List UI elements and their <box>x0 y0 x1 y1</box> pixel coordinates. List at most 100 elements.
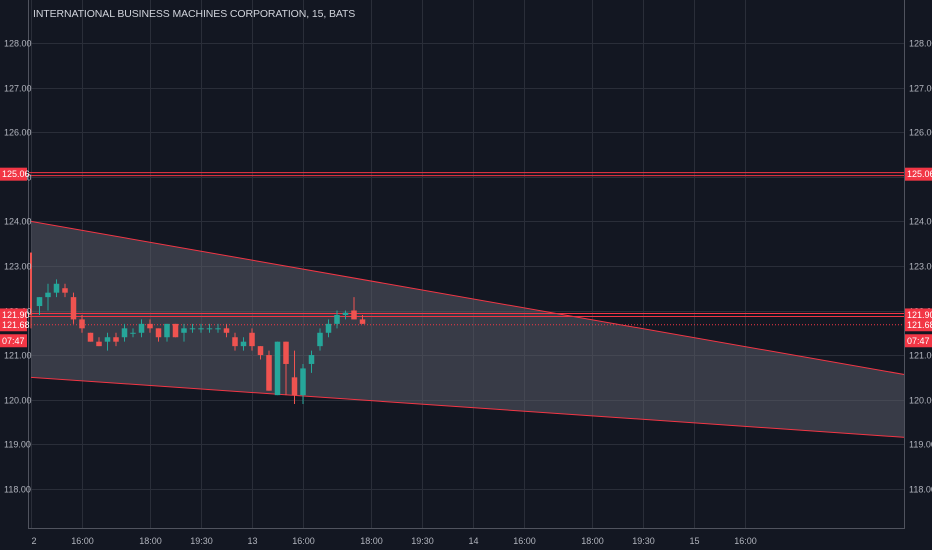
candle-body[interactable] <box>62 288 68 293</box>
candle-body[interactable] <box>198 328 204 330</box>
candle-body[interactable] <box>274 341 281 396</box>
candle-body[interactable] <box>45 292 51 298</box>
candle-body[interactable] <box>291 377 298 396</box>
price-tick-label-left: 120.00 <box>4 396 32 406</box>
horizontal-lines <box>28 172 904 326</box>
candle-body[interactable] <box>70 297 77 320</box>
line-price-badge-text: 125.06 <box>907 169 932 179</box>
line-price-badge-left <box>0 308 27 322</box>
time-tick-label: 18:00 <box>581 536 604 546</box>
price-tick-label-right: 118.00 <box>909 485 932 495</box>
candles <box>30 252 366 405</box>
candle-body[interactable] <box>96 341 102 347</box>
countdown-badge-left <box>0 334 27 348</box>
candle-body[interactable] <box>351 310 357 320</box>
countdown-badge-text: 07:47 <box>907 336 930 346</box>
price-tick-label-right: 120.00 <box>909 396 932 406</box>
price-axis[interactable]: 128.00 128.00 127.00 127.00 126.00 126.00 125.… <box>4 39 932 495</box>
candle-body[interactable] <box>240 341 247 347</box>
candle-body[interactable] <box>223 328 230 333</box>
candle-body[interactable] <box>113 337 119 342</box>
time-tick-label: 16:00 <box>734 536 757 546</box>
price-tick-label-right: 124.00 <box>909 217 932 227</box>
candle-body[interactable] <box>164 323 170 338</box>
candle-body[interactable] <box>300 368 306 396</box>
price-tick-label-right: 123.00 <box>909 262 932 272</box>
channel-upper-line[interactable] <box>30 220 932 437</box>
candle-body[interactable] <box>308 355 315 364</box>
candle-body[interactable] <box>342 312 349 315</box>
candle-body[interactable] <box>257 346 264 356</box>
candle-body[interactable] <box>359 319 366 324</box>
right-axis-background <box>904 0 932 528</box>
price-tick-label-left: 126.00 <box>4 128 32 138</box>
price-tick-label-left: 118.00 <box>4 485 31 495</box>
price-tick-label-right: 121.00 <box>909 351 932 361</box>
time-tick-label: 15 <box>689 536 699 546</box>
time-tick-label: 18:00 <box>360 536 383 546</box>
candle-body[interactable] <box>53 283 60 293</box>
candle-body[interactable] <box>130 332 136 334</box>
time-tick-label: 14 <box>468 536 478 546</box>
price-tick-label-left: 119.00 <box>4 440 31 450</box>
line-price-badge-text: 125.06 <box>2 169 30 179</box>
time-tick-label: 2 <box>32 536 37 546</box>
candle-body[interactable] <box>87 332 94 342</box>
candle-body[interactable] <box>249 332 255 347</box>
line-price-badge-right <box>905 308 932 322</box>
time-tick-label: 18:00 <box>139 536 162 546</box>
chart-title: INTERNATIONAL BUSINESS MACHINES CORPORAT… <box>33 8 356 20</box>
candle-body[interactable] <box>206 328 213 330</box>
candle-body[interactable] <box>30 252 32 315</box>
candle-body[interactable] <box>104 337 111 342</box>
price-tick-label-left: 121.00 <box>4 351 32 361</box>
candle-body[interactable] <box>189 328 196 330</box>
candle-body[interactable] <box>334 314 340 324</box>
countdown-badge-text: 07:47 <box>2 336 25 346</box>
candle-body[interactable] <box>266 355 272 391</box>
time-tick-label: 19:30 <box>190 536 213 546</box>
line-price-badge-right <box>905 167 932 181</box>
candle-body[interactable] <box>155 328 162 338</box>
channel-lower-line[interactable] <box>30 376 932 462</box>
left-axis-background <box>0 0 28 528</box>
candle-body[interactable] <box>36 297 43 307</box>
candle-body[interactable] <box>147 323 153 329</box>
price-tick-label-right: 128.00 <box>909 39 932 49</box>
price-tick-label-right: 119.00 <box>909 440 932 450</box>
candle-body[interactable] <box>121 328 128 338</box>
last-price-badge-right <box>905 318 932 332</box>
price-tick-label-left: 123.00 <box>4 262 32 272</box>
time-axis[interactable]: 2 16:00 18:00 19:30 13 16:00 18:00 19:30 14 16:00… <box>32 536 757 546</box>
last-price-badge-text: 121.68 <box>907 320 932 330</box>
line-price-badge-text: 121.90 <box>2 310 30 320</box>
candle-body[interactable] <box>181 328 187 333</box>
time-tick-label: 19:30 <box>411 536 434 546</box>
channel-fill <box>31 221 932 440</box>
line-price-badge-text: 121.90 <box>907 310 932 320</box>
price-tick-label-left: 127.00 <box>4 84 32 94</box>
candle-body[interactable] <box>138 323 145 333</box>
price-tick-label-left: 124.00 <box>4 217 32 227</box>
time-tick-label: 16:00 <box>71 536 94 546</box>
candle-body[interactable] <box>317 332 323 347</box>
time-tick-label: 16:00 <box>513 536 536 546</box>
candle-body[interactable] <box>79 319 85 329</box>
price-tick-label-left: 128.00 <box>4 39 32 49</box>
time-tick-label: 19:30 <box>632 536 655 546</box>
price-tick-label-right: 127.00 <box>909 84 932 94</box>
time-tick-label: 16:00 <box>292 536 315 546</box>
candle-body[interactable] <box>325 323 332 333</box>
price-tick-label-right: 126.00 <box>909 128 932 138</box>
candle-body[interactable] <box>283 341 289 364</box>
countdown-badge-right <box>905 334 932 348</box>
candle-body[interactable] <box>172 323 179 338</box>
line-price-badge-left <box>0 167 27 181</box>
candle-body[interactable] <box>232 337 238 347</box>
last-price-badge-left <box>0 318 27 332</box>
last-price-badge-text: 121.68 <box>2 320 30 330</box>
candle-body[interactable] <box>215 328 221 330</box>
time-tick-label: 13 <box>247 536 257 546</box>
